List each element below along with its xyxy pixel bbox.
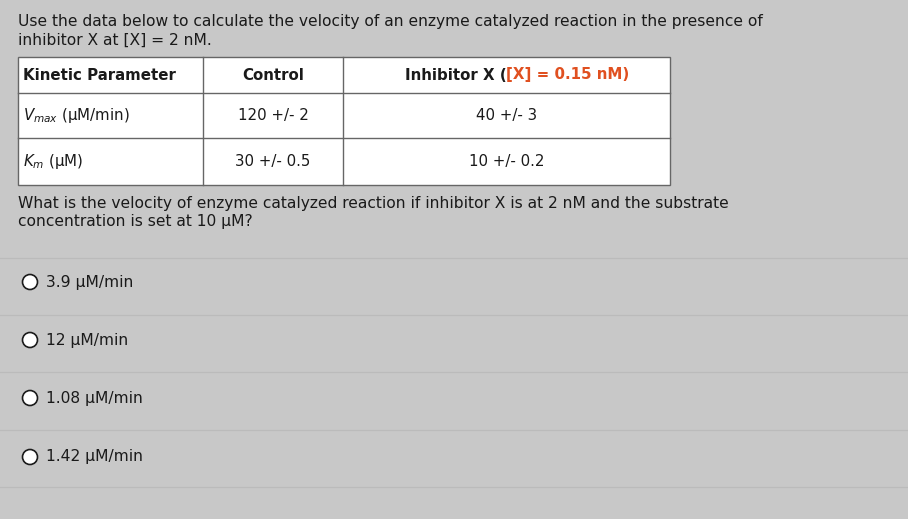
Circle shape [23, 333, 37, 348]
Text: 10 +/- 0.2: 10 +/- 0.2 [469, 154, 544, 169]
Text: concentration is set at 10 μM?: concentration is set at 10 μM? [18, 214, 252, 229]
Text: Control: Control [242, 67, 304, 83]
Circle shape [23, 275, 37, 290]
Text: 1.08 μM/min: 1.08 μM/min [45, 390, 143, 405]
Bar [18, 57, 670, 185]
Text: inhibitor X at [X] = 2 nM.: inhibitor X at [X] = 2 nM. [18, 33, 212, 48]
Text: 12 μM/min: 12 μM/min [45, 333, 128, 348]
Text: $V_{max}$ (μM/min): $V_{max}$ (μM/min) [23, 106, 130, 125]
Circle shape [23, 390, 37, 405]
Text: Use the data below to calculate the velocity of an enzyme catalyzed reaction in : Use the data below to calculate the velo… [18, 14, 763, 29]
Text: 40 +/- 3: 40 +/- 3 [476, 108, 537, 123]
Circle shape [23, 449, 37, 465]
Text: 3.9 μM/min: 3.9 μM/min [45, 275, 133, 290]
Text: Kinetic Parameter: Kinetic Parameter [23, 67, 176, 83]
Text: $K_m$ (μM): $K_m$ (μM) [23, 152, 84, 171]
Text: 120 +/- 2: 120 +/- 2 [238, 108, 309, 123]
Text: What is the velocity of enzyme catalyzed reaction if inhibitor X is at 2 nM and : What is the velocity of enzyme catalyzed… [18, 196, 729, 211]
Text: Inhibitor X (: Inhibitor X ( [405, 67, 507, 83]
Text: 1.42 μM/min: 1.42 μM/min [45, 449, 143, 465]
Text: [X] = 0.15 nM): [X] = 0.15 nM) [507, 67, 630, 83]
Bar [18, 57, 670, 185]
Text: 30 +/- 0.5: 30 +/- 0.5 [235, 154, 311, 169]
